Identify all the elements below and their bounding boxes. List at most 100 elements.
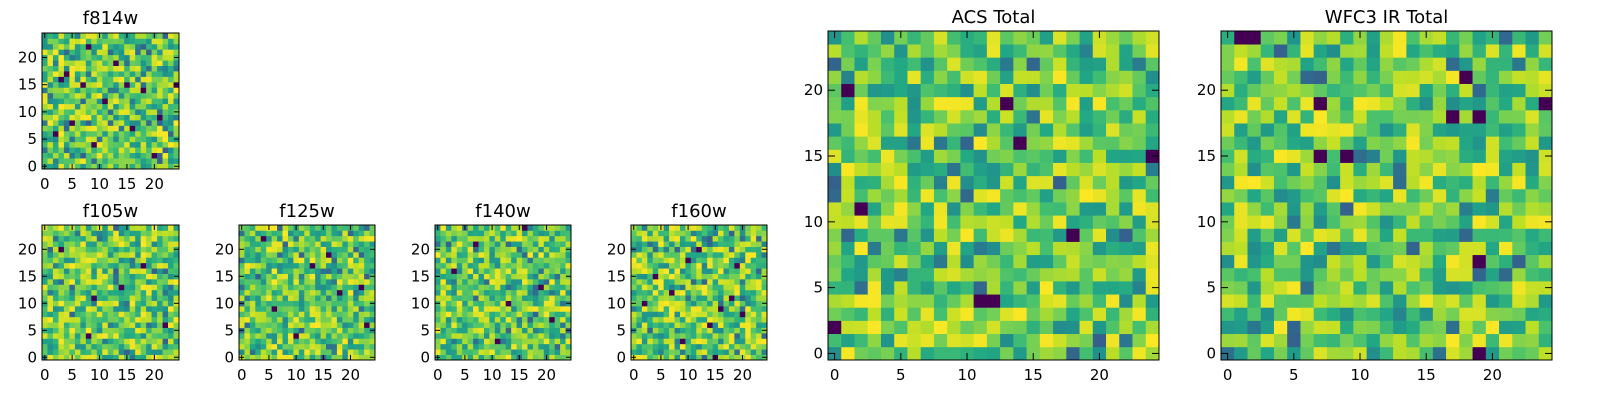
- heatmap-cell: [1079, 294, 1094, 308]
- heatmap-cell: [467, 257, 474, 264]
- heatmap-cell: [473, 268, 479, 274]
- heatmap-cell: [336, 235, 343, 242]
- heatmap-cell: [679, 316, 686, 323]
- heatmap-cell: [342, 257, 349, 264]
- heatmap-cell: [933, 83, 948, 98]
- heatmap-cell: [527, 279, 534, 285]
- heatmap-cell: [867, 267, 882, 282]
- heatmap-cell: [641, 279, 648, 285]
- heatmap-cell: [549, 316, 556, 323]
- heatmap-cell: [663, 333, 670, 339]
- heatmap-cell: [293, 306, 300, 312]
- heatmap-cell: [920, 294, 935, 308]
- heatmap-cell: [549, 268, 556, 274]
- heatmap-cell: [260, 343, 267, 350]
- heatmap-cell: [947, 241, 961, 256]
- heatmap-cell: [907, 202, 922, 216]
- heatmap-cell: [113, 125, 120, 132]
- heatmap-cell: [1525, 267, 1540, 282]
- heatmap-cell: [854, 228, 869, 242]
- heatmap-cell: [369, 268, 376, 274]
- heatmap-cell: [435, 349, 441, 355]
- heatmap-cell: [750, 268, 757, 274]
- heatmap-cell: [494, 257, 501, 264]
- heatmap-cell: [140, 322, 147, 328]
- heatmap-cell: [42, 103, 48, 110]
- heatmap-cell: [326, 225, 332, 231]
- heatmap-cell: [282, 246, 289, 253]
- heatmap-cell: [331, 262, 338, 269]
- heatmap-cell: [880, 57, 895, 71]
- heatmap-cell: [933, 136, 948, 150]
- heatmap-cell: [1026, 320, 1041, 335]
- heatmap-cell: [140, 152, 147, 159]
- heatmap-cell: [157, 158, 163, 164]
- heatmap-cell: [1379, 202, 1394, 216]
- heatmap-cell: [58, 316, 65, 323]
- heatmap-cell: [331, 295, 338, 301]
- heatmap-cell: [309, 306, 316, 312]
- heatmap-cell: [102, 125, 109, 132]
- heatmap-cell: [636, 322, 643, 328]
- heatmap-cell: [1013, 215, 1027, 229]
- heatmap-cell: [1119, 70, 1133, 84]
- heatmap-cell: [854, 307, 869, 321]
- heatmap-cell: [636, 246, 643, 253]
- heatmap-cell: [1353, 267, 1367, 282]
- heatmap-cell: [543, 273, 550, 280]
- heatmap-cell: [663, 316, 670, 323]
- heatmap-cell: [1300, 57, 1315, 71]
- heatmap-cell: [674, 284, 681, 291]
- heatmap-cell: [880, 31, 895, 45]
- heatmap-cell: [478, 246, 485, 253]
- heatmap-cell: [80, 54, 87, 61]
- heatmap-cell: [271, 241, 278, 247]
- heatmap-cell: [173, 71, 180, 77]
- heatmap-cell: [1340, 346, 1354, 361]
- heatmap-cell: [85, 49, 92, 56]
- heatmap-cell: [277, 230, 283, 237]
- heatmap-cell: [124, 114, 131, 121]
- heatmap-cell: [74, 338, 81, 345]
- heatmap-cell: [707, 289, 713, 296]
- heatmap-cell: [511, 300, 517, 307]
- heatmap-cell: [1145, 31, 1160, 45]
- heatmap-cell: [74, 333, 81, 339]
- heatmap-cell: [113, 354, 120, 361]
- heatmap-cell: [1499, 294, 1513, 308]
- heatmap-cell: [462, 246, 468, 253]
- heatmap-cell: [527, 333, 534, 339]
- heatmap-cell: [1119, 31, 1133, 45]
- heatmap-cell: [80, 327, 87, 334]
- heatmap-cell: [113, 327, 120, 334]
- heatmap-cell: [157, 354, 163, 361]
- heatmap-cell: [69, 306, 76, 312]
- heatmap-cell: [173, 141, 180, 148]
- heatmap-cell: [483, 311, 490, 318]
- x-tick-label: 10: [957, 366, 976, 384]
- heatmap-cell: [168, 125, 174, 132]
- heatmap-cell: [63, 130, 70, 137]
- heatmap-cell: [456, 246, 463, 253]
- heatmap-cell: [287, 338, 294, 345]
- heatmap-cell: [309, 279, 316, 285]
- heatmap-cell: [696, 284, 703, 291]
- heatmap-cell: [933, 70, 948, 84]
- heatmap-cell: [293, 230, 300, 237]
- heatmap-cell: [1000, 320, 1014, 335]
- heatmap-cell: [162, 65, 169, 72]
- heatmap-cell: [96, 136, 103, 143]
- heatmap-cell: [326, 241, 332, 247]
- heatmap-cell: [135, 76, 141, 83]
- heatmap-cell: [244, 241, 251, 247]
- heatmap-cell: [723, 354, 730, 361]
- heatmap-cell: [287, 343, 294, 350]
- heatmap-cell: [739, 322, 746, 328]
- heatmap-cell: [74, 163, 81, 170]
- heatmap-cell: [1340, 175, 1354, 190]
- heatmap-cell: [135, 230, 141, 237]
- heatmap-cell: [47, 43, 54, 50]
- heatmap-cell: [538, 241, 545, 247]
- heatmap-cell: [1485, 202, 1500, 216]
- heatmap-cell: [1092, 267, 1107, 282]
